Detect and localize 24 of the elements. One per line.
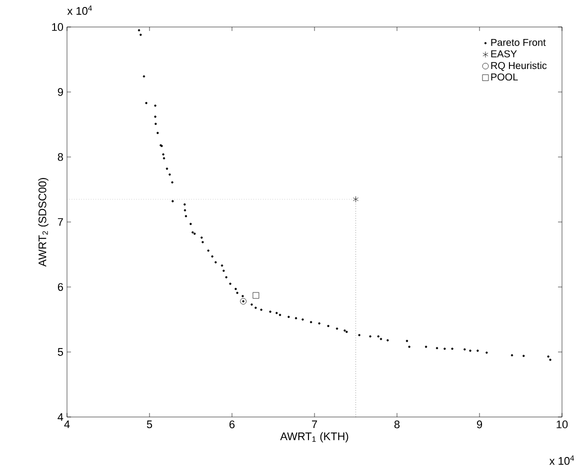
y-axis-title: AWRT$_{2}$ (SDSC00) — [38, 178, 48, 267]
y-tick-label: 7 — [58, 218, 63, 226]
y-tick-label: 5 — [58, 348, 64, 356]
text: x 10$^{4}$ — [549, 455, 574, 465]
legend-label: Pareto Front — [491, 38, 546, 46]
x-tick-label: 7 — [312, 420, 317, 428]
y-tick-label: 10 — [52, 23, 64, 31]
x-tick-label: 9 — [476, 420, 482, 428]
y-tick-label: 8 — [58, 153, 63, 161]
y-tick-label: 9 — [58, 88, 63, 96]
y-tick-label: 4 — [58, 413, 64, 421]
x-tick-label: 10 — [556, 420, 568, 428]
x-tick-label: 6 — [230, 420, 235, 428]
legend-label: RQ Heuristic — [491, 62, 547, 71]
legend-label: POOL — [491, 73, 518, 81]
x-tick-label: 5 — [146, 420, 152, 428]
legend-label: EASY — [491, 50, 517, 58]
point — [352, 196, 359, 202]
x-tick-label: 4 — [64, 420, 70, 428]
point — [252, 292, 260, 299]
x-axis-title: AWRT$_{1}$ (KTH) — [280, 432, 348, 442]
x-tick-label: 8 — [394, 420, 400, 428]
y-tick-label: 6 — [58, 283, 63, 291]
text: x 10$^{4}$ — [67, 5, 92, 15]
